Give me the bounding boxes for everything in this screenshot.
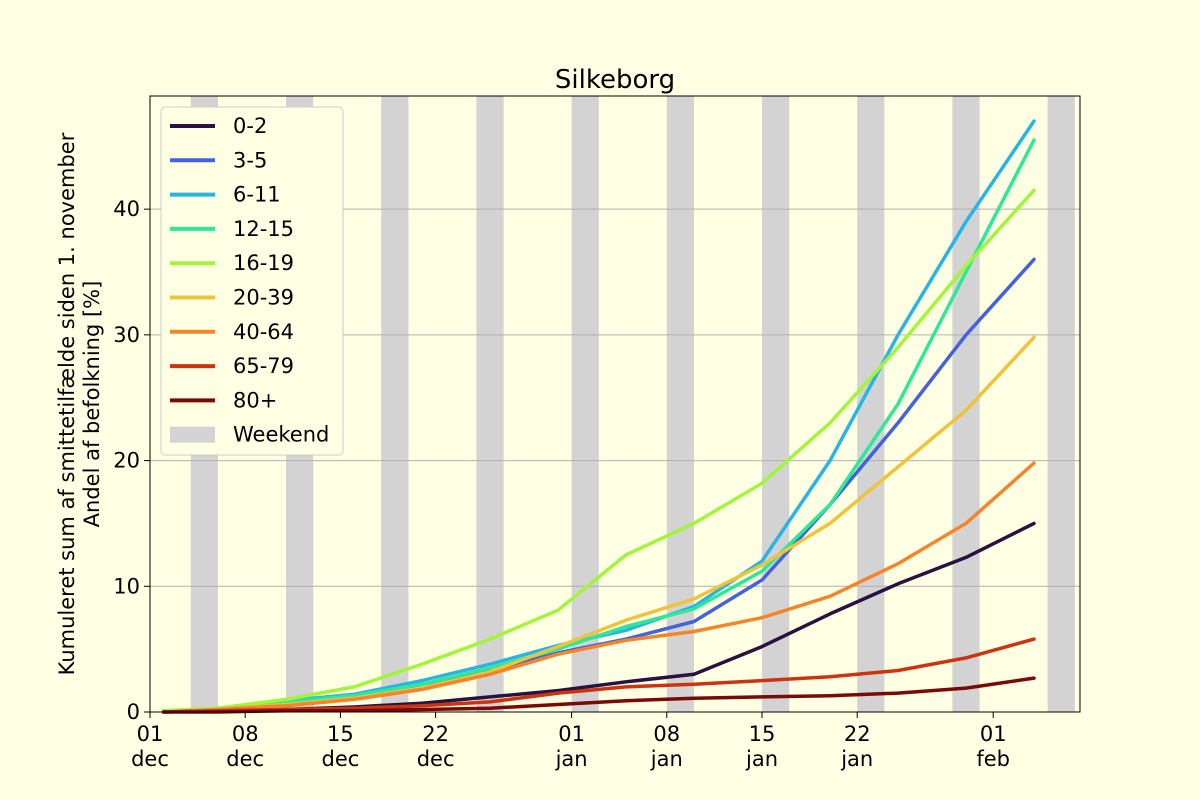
x-tick-label: 15 <box>327 722 354 746</box>
series-line-16-19 <box>161 188 1036 713</box>
legend-label: 65-79 <box>233 354 294 378</box>
x-tick-label: 22 <box>844 722 871 746</box>
x-tick-label-month: dec <box>131 747 169 771</box>
series-lines <box>161 119 1036 714</box>
legend-label-weekend: Weekend <box>233 423 329 447</box>
y-axis-label-line2: Andel af befolkning [%] <box>80 281 104 528</box>
y-tick-label: 30 <box>113 323 140 347</box>
x-tick-label: 01 <box>558 722 585 746</box>
x-tick-label: 08 <box>653 722 680 746</box>
x-tick-label: 15 <box>749 722 776 746</box>
weekend-band <box>571 96 599 712</box>
x-tick-label: 01 <box>980 722 1007 746</box>
weekend-band <box>666 96 694 712</box>
x-tick-label-month: dec <box>226 747 264 771</box>
legend-label: 0-2 <box>233 114 267 138</box>
x-tick-label-month: jan <box>745 747 778 771</box>
y-tick-label: 20 <box>113 449 140 473</box>
chart-title: Silkeborg <box>555 65 675 95</box>
x-tick-label: 01 <box>137 722 164 746</box>
y-tick-label: 40 <box>113 197 140 221</box>
y-tick-label: 0 <box>127 700 140 724</box>
weekend-band <box>476 96 504 712</box>
y-axis-label: Kumuleret sum af smittetilfælde siden 1.… <box>55 132 104 675</box>
series-line-40-64 <box>161 461 1036 714</box>
x-tick-label-month: feb <box>976 747 1010 771</box>
weekend-band <box>762 96 790 712</box>
y-axis-label-line1: Kumuleret sum af smittetilfælde siden 1.… <box>55 132 79 675</box>
legend: 0-2 3-5 6-11 12-15 16-19 20-39 40-64 65-79 80+ We… <box>160 106 344 456</box>
x-tick-label: 22 <box>422 722 449 746</box>
x-axis: 01dec08dec15dec22dec01jan08jan15jan22jan… <box>131 712 1010 771</box>
weekend-band <box>1047 96 1075 712</box>
legend-label: 16-19 <box>233 251 294 275</box>
x-tick-label-month: dec <box>417 747 455 771</box>
x-tick-label-month: jan <box>840 747 873 771</box>
legend-label: 3-5 <box>233 148 267 172</box>
weekend-band <box>381 96 409 712</box>
series-line-80+ <box>161 676 1036 714</box>
weekend-band <box>952 96 980 712</box>
legend-label: 20-39 <box>233 286 294 310</box>
legend-label: 12-15 <box>233 217 294 241</box>
legend-label: 80+ <box>233 388 277 412</box>
x-tick-label-month: jan <box>555 747 588 771</box>
x-tick-label-month: jan <box>650 747 683 771</box>
y-axis: 0 10 20 30 40 <box>113 197 150 724</box>
y-tick-label: 10 <box>113 574 140 598</box>
plot-frame <box>149 95 1081 713</box>
series-line-12-15 <box>161 138 1036 714</box>
x-tick-label: 08 <box>232 722 259 746</box>
legend-swatch-weekend <box>170 426 215 443</box>
x-tick-label-month: dec <box>322 747 360 771</box>
legend-label: 6-11 <box>233 183 281 207</box>
legend-label: 40-64 <box>233 320 294 344</box>
